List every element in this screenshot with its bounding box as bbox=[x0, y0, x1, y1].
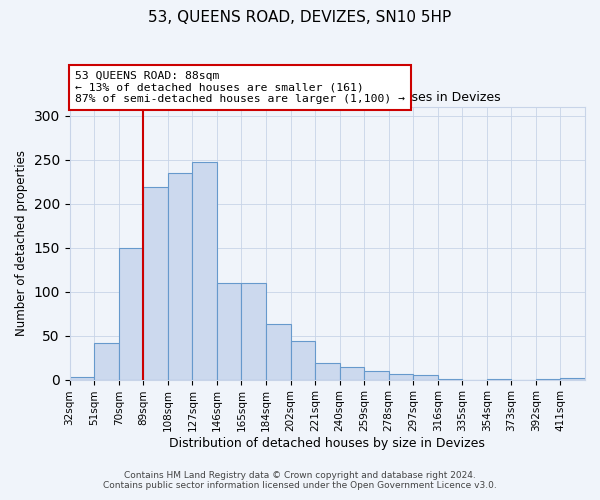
Bar bbox=[266, 324, 290, 380]
Bar bbox=[94, 342, 119, 380]
Text: 53, QUEENS ROAD, DEVIZES, SN10 5HP: 53, QUEENS ROAD, DEVIZES, SN10 5HP bbox=[148, 10, 452, 25]
Bar bbox=[340, 368, 364, 380]
Text: Contains HM Land Registry data © Crown copyright and database right 2024.
Contai: Contains HM Land Registry data © Crown c… bbox=[103, 470, 497, 490]
Bar bbox=[70, 377, 94, 380]
Bar bbox=[119, 248, 143, 380]
Bar bbox=[487, 378, 511, 380]
Y-axis label: Number of detached properties: Number of detached properties bbox=[15, 150, 28, 336]
Bar bbox=[536, 378, 560, 380]
Bar bbox=[413, 375, 438, 380]
Bar bbox=[389, 374, 413, 380]
Bar bbox=[168, 173, 193, 380]
Bar bbox=[438, 378, 462, 380]
Bar bbox=[193, 162, 217, 380]
X-axis label: Distribution of detached houses by size in Devizes: Distribution of detached houses by size … bbox=[169, 437, 485, 450]
Bar bbox=[315, 363, 340, 380]
Bar bbox=[560, 378, 585, 380]
Bar bbox=[241, 283, 266, 380]
Title: Size of property relative to detached houses in Devizes: Size of property relative to detached ho… bbox=[154, 92, 500, 104]
Bar bbox=[290, 341, 315, 380]
Bar bbox=[364, 371, 389, 380]
Bar bbox=[143, 187, 168, 380]
Bar bbox=[217, 283, 241, 380]
Text: 53 QUEENS ROAD: 88sqm
← 13% of detached houses are smaller (161)
87% of semi-det: 53 QUEENS ROAD: 88sqm ← 13% of detached … bbox=[75, 71, 405, 104]
